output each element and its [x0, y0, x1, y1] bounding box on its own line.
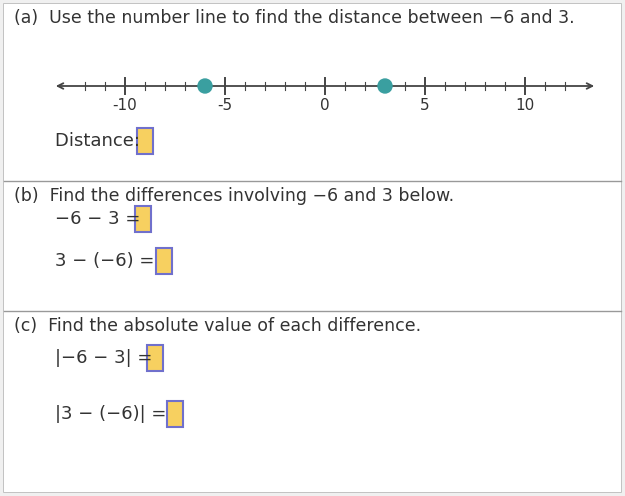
- Bar: [4, 4, 621, 181]
- Text: |3 − (−6)| =: |3 − (−6)| =: [55, 405, 172, 423]
- Bar: [167, 401, 183, 427]
- Text: (c)  Find the absolute value of each difference.: (c) Find the absolute value of each diff…: [14, 317, 421, 335]
- Text: 0: 0: [320, 98, 330, 113]
- Bar: [4, 311, 621, 492]
- Text: -5: -5: [217, 98, 232, 113]
- Text: (a)  Use the number line to find the distance between −6 and 3.: (a) Use the number line to find the dist…: [14, 9, 574, 27]
- Text: -10: -10: [112, 98, 138, 113]
- Text: −6 − 3 =: −6 − 3 =: [55, 210, 146, 228]
- Circle shape: [198, 79, 212, 93]
- Text: 10: 10: [516, 98, 534, 113]
- Bar: [147, 345, 163, 371]
- Text: (b)  Find the differences involving −6 and 3 below.: (b) Find the differences involving −6 an…: [14, 187, 454, 205]
- Bar: [156, 248, 172, 274]
- Bar: [137, 128, 153, 154]
- Text: 5: 5: [420, 98, 430, 113]
- Text: Distance:: Distance:: [55, 132, 146, 150]
- Text: 3 − (−6) =: 3 − (−6) =: [55, 252, 160, 270]
- Circle shape: [378, 79, 392, 93]
- Bar: [135, 206, 151, 232]
- Bar: [4, 181, 621, 311]
- Text: |−6 − 3| =: |−6 − 3| =: [55, 349, 158, 367]
